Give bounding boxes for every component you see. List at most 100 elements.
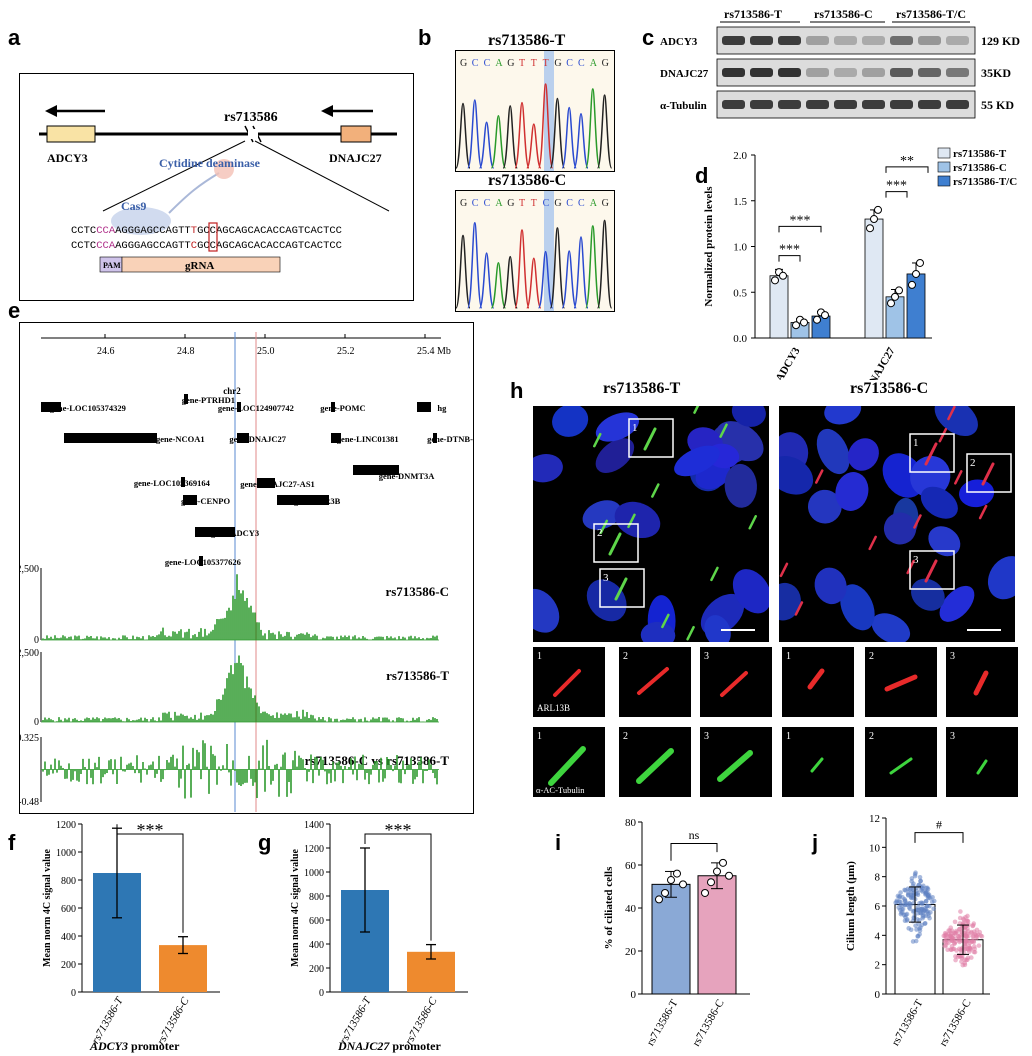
- blot-band: [722, 68, 745, 77]
- data-point: [914, 927, 919, 932]
- data-point: [679, 880, 687, 889]
- nucleus: [959, 479, 995, 508]
- gene-label: gene-DNMT3A: [379, 471, 436, 481]
- base-call: G: [554, 198, 561, 209]
- gene-model: [237, 433, 249, 443]
- blot-band: [722, 100, 745, 109]
- nucleus: [724, 463, 757, 508]
- data-point: [800, 318, 808, 327]
- trace-peak: [596, 94, 613, 169]
- base-call: C: [484, 198, 491, 209]
- y-tick-label: 2: [875, 960, 881, 972]
- coord-tick-label: 25.0: [257, 346, 275, 357]
- blot-band: [750, 100, 773, 109]
- nucleus: [586, 579, 627, 622]
- base-call: C: [578, 58, 585, 69]
- y-tick-label: 4: [875, 930, 881, 942]
- data-point: [673, 869, 681, 878]
- nucleus: [835, 472, 869, 511]
- data-point: [866, 224, 874, 233]
- data-point: [953, 957, 958, 963]
- panel-i-chart: 0 20 40 60 80 % of ciliated cells rs713586-T rs…: [603, 817, 750, 1048]
- data-point: [918, 878, 923, 884]
- gene-label: hg: [437, 403, 447, 413]
- data-point: [915, 907, 921, 913]
- base-call: G: [460, 198, 467, 209]
- inset-cilium-red: [807, 668, 825, 690]
- trace-peak: [561, 106, 577, 169]
- base-call: T: [519, 58, 525, 69]
- panel-j-chart: 0 2 4 6 8 10 12 Cilium length (μm) rs713586-T rs7…: [845, 813, 990, 1048]
- category-label: DNAJC27: [863, 345, 898, 380]
- y-tick-label: 60: [625, 860, 637, 872]
- cilium: [593, 432, 602, 448]
- gene-model: [195, 527, 235, 537]
- trace-peak: [478, 252, 495, 309]
- data-point: [907, 901, 913, 906]
- data-point: [931, 906, 936, 912]
- inset-cilium-red: [720, 671, 748, 697]
- base-call: A: [495, 198, 503, 209]
- sig-marker: **: [900, 154, 914, 169]
- data-point: [957, 915, 963, 921]
- base-call: T: [531, 198, 537, 209]
- data-point: [944, 940, 949, 945]
- lane-label: rs713586-T: [724, 7, 782, 21]
- data-point: [920, 889, 925, 894]
- micrograph-insets: 1 1 2 2 3 3 1 1 2 2 3 3 ARL13B α-AC-Tubulin: [533, 647, 1018, 797]
- base-call: G: [507, 58, 514, 69]
- band-size: 129 KD: [981, 34, 1020, 48]
- data-point: [949, 943, 955, 949]
- inset-cilium-green: [636, 748, 674, 784]
- data-point: [899, 903, 905, 908]
- gene-model: [181, 477, 185, 487]
- data-point: [974, 935, 979, 941]
- cilium: [748, 515, 757, 530]
- cilium: [913, 514, 922, 529]
- base-call: A: [495, 58, 503, 69]
- nucleus: [614, 501, 661, 539]
- inset-number: 3: [704, 651, 709, 662]
- gene-model: [417, 402, 431, 412]
- data-point: [655, 895, 663, 904]
- gene-model: [184, 394, 188, 404]
- gene-label: gene-PTRHD1: [182, 395, 235, 405]
- chromatogram-title-c: rs713586-C: [488, 172, 567, 189]
- y-tick-label: 800: [61, 876, 76, 887]
- data-point: [821, 311, 829, 320]
- y-tick-label: 600: [61, 904, 76, 915]
- data-point: [907, 906, 913, 912]
- sig-bracket: [778, 255, 801, 262]
- inset-number: 2: [869, 651, 874, 662]
- data-point: [915, 933, 921, 939]
- zoom-box: [593, 523, 639, 563]
- panel-letter-f: f: [8, 830, 16, 855]
- cilium: [627, 513, 636, 529]
- gene-model: [257, 478, 275, 488]
- data-point: [962, 933, 968, 938]
- inset-cilium-green: [717, 750, 753, 782]
- trace-peak: [585, 88, 601, 169]
- cilium: [978, 504, 988, 520]
- data-point: [887, 299, 895, 308]
- nucleus: [847, 438, 879, 471]
- trace-peak: [537, 83, 554, 169]
- panel-a-schematic: ADCY3 DNAJC27 rs713586 Cas9 Cytidine dea…: [19, 73, 414, 301]
- data-point: [725, 871, 733, 880]
- data-point: [898, 890, 903, 895]
- gene-label: gene-LOC105374329: [50, 403, 126, 413]
- trace-peak: [514, 229, 530, 309]
- data-point: [922, 921, 928, 926]
- blot-band: [834, 36, 857, 45]
- cilium: [661, 613, 670, 629]
- gene-label: gene-DTNB-AS1: [427, 434, 474, 444]
- zoom-box-label: 3: [913, 554, 919, 566]
- trace-peak: [526, 123, 542, 169]
- panel-letter-c: c: [642, 25, 655, 50]
- data-point: [902, 887, 907, 893]
- data-point: [771, 276, 779, 285]
- gene-model: [64, 433, 157, 443]
- track-ymin: 0: [34, 635, 39, 646]
- inset-cilium-red: [637, 667, 669, 695]
